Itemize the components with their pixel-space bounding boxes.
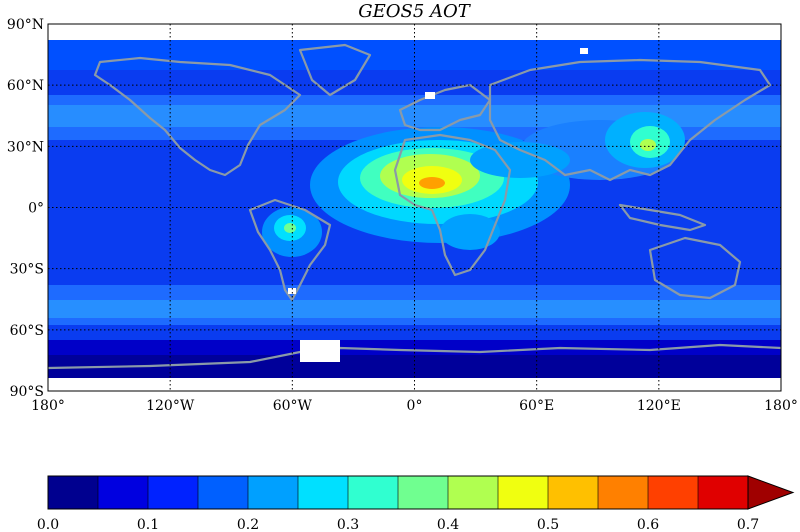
latitude-label: 0° bbox=[28, 201, 44, 217]
map-frame bbox=[47, 23, 782, 392]
longitude-label: 120°W bbox=[146, 398, 195, 414]
longitude-label: 60°E bbox=[519, 398, 554, 414]
map-grid bbox=[48, 24, 781, 391]
colorbar-tick-label: 0.7 bbox=[737, 517, 759, 532]
latitude-label: 30°N bbox=[7, 139, 44, 155]
colorbar-extend-triangle bbox=[747, 475, 795, 510]
colorbar-tick-label: 0.2 bbox=[237, 517, 259, 532]
colorbar-tick-label: 0.0 bbox=[37, 517, 59, 532]
longitude-label: 60°W bbox=[273, 398, 313, 414]
colorbar-segment bbox=[498, 476, 549, 509]
aot-map bbox=[48, 24, 781, 391]
latitude-labels: 90°N 60°N 30°N 0° 30°S 60°S 90°S bbox=[7, 17, 44, 400]
colorbar-tick-label: 0.4 bbox=[437, 517, 459, 532]
colorbar-segment bbox=[648, 476, 699, 509]
longitude-label: 180° bbox=[764, 398, 798, 414]
map-title: GEOS5 AOT bbox=[358, 1, 472, 22]
colorbar-labels: 0.0 0.1 0.2 0.3 0.4 0.5 0.6 0.7 bbox=[37, 517, 759, 532]
southern-africa-plume bbox=[440, 214, 500, 250]
longitude-label: 180° bbox=[31, 398, 65, 414]
colorbar-segment bbox=[198, 476, 249, 509]
coastlines bbox=[48, 43, 781, 370]
colorbar-tick-label: 0.3 bbox=[337, 517, 359, 532]
colorbar-segment bbox=[248, 476, 299, 509]
latitude-label: 60°S bbox=[10, 323, 44, 339]
latitude-label: 90°S bbox=[10, 384, 44, 400]
latitude-label: 60°N bbox=[7, 78, 44, 94]
latitude-label: 30°S bbox=[10, 262, 44, 278]
longitude-label: 0° bbox=[407, 398, 423, 414]
colorbar-segment bbox=[548, 476, 599, 509]
colorbar-tick-label: 0.5 bbox=[537, 517, 559, 532]
colorbar-segment bbox=[598, 476, 649, 509]
band-antarctic-deep bbox=[48, 355, 781, 380]
colorbar-segment bbox=[148, 476, 199, 509]
longitude-labels: 180° 120°W 60°W 0° 60°E 120°E 180° bbox=[31, 398, 798, 414]
colorbar-tick-label: 0.6 bbox=[637, 517, 659, 532]
colorbar-segment bbox=[698, 476, 749, 509]
colorbar-segment bbox=[48, 476, 99, 509]
colorbar-segment bbox=[448, 476, 499, 509]
colorbar-segment bbox=[298, 476, 349, 509]
colorbar-tick-label: 0.1 bbox=[137, 517, 159, 532]
latitude-label: 90°N bbox=[7, 17, 44, 33]
colorbar bbox=[47, 475, 795, 510]
colorbar-frame bbox=[47, 475, 749, 510]
colorbar-segment bbox=[348, 476, 399, 509]
colorbar-segment bbox=[98, 476, 149, 509]
longitude-label: 120°E bbox=[637, 398, 681, 414]
colorbar-segment bbox=[398, 476, 449, 509]
